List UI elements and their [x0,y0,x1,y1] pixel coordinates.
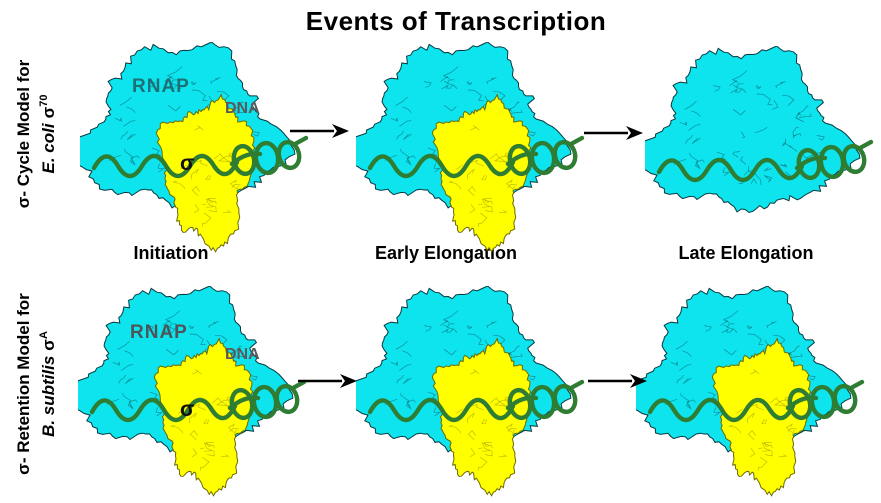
rnap-label: RNAP [130,322,188,343]
rnap-holoenzyme-structure [78,286,307,497]
molecule-early-elongation-top [356,42,586,254]
rnap-label: RNAP [132,76,190,97]
arrow-right-icon [290,124,349,138]
species-name: B. subtilis [38,355,58,437]
rnap-holoenzyme-structure [80,42,309,253]
arrow-right-icon [298,374,357,388]
row-label-sigma-cycle-model: σ- Cycle Model for E. coli σ70 [13,60,59,209]
sigma-superscript: 70 [38,94,51,107]
arrow-right-icon [584,126,643,140]
rnap-holoenzyme-structure [356,42,585,253]
molecule-initiation-top: RNAP DNA σ [80,42,310,254]
row-label-sigma-retention-model: σ- Retention Model for B. subtilis σA [13,293,59,475]
sigma-factor-label: σ [180,152,195,175]
molecule-initiation-bottom: RNAP DNA σ [78,286,308,498]
species-name: E. coli [38,123,58,174]
rnap-holoenzyme-structure [636,286,865,497]
stage-label-early-elongation: Early Elongation [374,243,518,263]
figure-title: Events of Transcription [305,6,607,36]
stage-label-late-elongation: Late Elongation [678,243,814,263]
sigma-symbol: σ [38,339,58,351]
row-label-line1: σ- Cycle Model for [14,59,34,209]
sigma-superscript: A [38,331,51,340]
sigma-symbol: σ [38,106,58,119]
rnap-core-structure [645,46,874,214]
dna-label: DNA [225,346,260,363]
row-label-line1: σ- Retention Model for [14,293,34,475]
molecule-early-elongation-bottom [356,286,586,498]
rnap-holoenzyme-structure [356,286,585,497]
arrow-right-icon [588,374,647,388]
sigma-factor-label: σ [180,398,195,421]
stage-label-initiation: Initiation [133,243,209,263]
molecule-late-elongation-top-core-only [645,46,875,258]
dna-label: DNA [225,100,260,117]
molecule-late-elongation-bottom [636,286,866,498]
